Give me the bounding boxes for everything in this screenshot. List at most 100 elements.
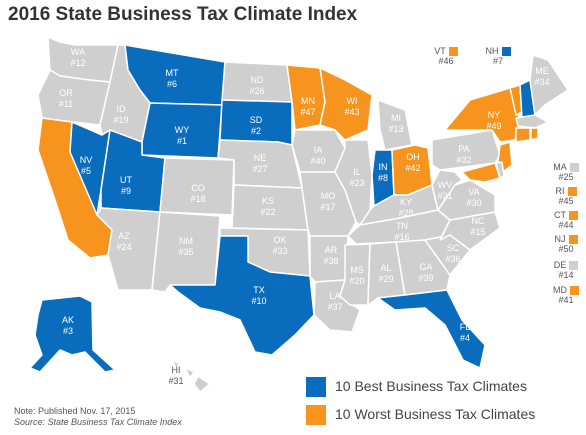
label-rank-ME: #34 xyxy=(534,77,549,87)
label-rank-WA: #12 xyxy=(70,58,85,68)
label-rank-OH: #42 xyxy=(405,163,420,173)
callout-swatch-MA xyxy=(569,163,579,173)
callout-RI: RI #45 xyxy=(548,186,584,206)
label-rank-NM: #35 xyxy=(178,247,193,257)
state-MI[interactable] xyxy=(377,99,413,151)
callout-rank-MA: #25 xyxy=(558,172,574,183)
label-rank-UT: #9 xyxy=(121,186,131,196)
label-rank-GA: #39 xyxy=(418,273,433,283)
label-rank-MS: #20 xyxy=(349,276,364,286)
label-abbr-NC: NC xyxy=(472,216,485,226)
label-abbr-KY: KY xyxy=(400,197,412,207)
label-rank-VA: #30 xyxy=(466,198,481,208)
label-rank-NC: #15 xyxy=(470,227,485,237)
state-FL[interactable] xyxy=(377,289,486,369)
label-rank-HI: #31 xyxy=(168,376,183,386)
legend-best-label: 10 Best Business Tax Climates xyxy=(335,378,527,394)
label-rank-KY: #28 xyxy=(398,208,413,218)
callout-MA: MA #25 xyxy=(548,162,584,182)
state-HI-2[interactable] xyxy=(184,367,195,379)
label-abbr-MT: MT xyxy=(166,68,179,78)
state-DE[interactable] xyxy=(495,161,505,179)
callout-swatch-NH xyxy=(501,47,511,57)
label-rank-MI: #13 xyxy=(388,124,403,134)
state-CT[interactable] xyxy=(515,127,531,143)
label-abbr-NM: NM xyxy=(179,236,193,246)
callout-rank-DE: #14 xyxy=(558,270,574,281)
callout-rank-MD: #41 xyxy=(558,295,574,306)
callout-swatch-MD xyxy=(570,286,579,296)
callout-abbr-CT: CT xyxy=(554,210,566,220)
label-rank-IA: #40 xyxy=(310,156,325,166)
state-RI[interactable] xyxy=(530,127,539,141)
label-rank-WV: #21 xyxy=(437,191,452,201)
label-rank-AR: #38 xyxy=(323,256,338,266)
label-abbr-IA: IA xyxy=(314,145,323,155)
label-rank-TX: #10 xyxy=(251,296,266,306)
label-abbr-IL: IL xyxy=(353,167,361,177)
legend-worst-swatch xyxy=(306,405,326,425)
label-rank-MT: #6 xyxy=(167,79,177,89)
label-abbr-ID: ID xyxy=(117,104,127,114)
label-abbr-VA: VA xyxy=(468,187,479,197)
label-abbr-OK: OK xyxy=(273,235,286,245)
label-rank-SC: #36 xyxy=(445,254,460,264)
label-rank-ID: #19 xyxy=(113,115,128,125)
callout-swatch-VT xyxy=(448,47,458,57)
legend-worst-label: 10 Worst Business Tax Climates xyxy=(335,406,536,422)
state-MA[interactable] xyxy=(515,114,549,129)
source-note: Note: Published Nov. 17, 2015 Source: St… xyxy=(14,406,182,428)
label-abbr-CA: CA xyxy=(37,181,50,191)
label-rank-SD: #2 xyxy=(251,126,261,136)
label-abbr-MI: MI xyxy=(391,113,401,123)
label-rank-PA: #32 xyxy=(456,155,471,165)
callout-abbr-NJ: NJ xyxy=(554,234,566,244)
label-abbr-OH: OH xyxy=(406,152,420,162)
label-abbr-WA: WA xyxy=(71,47,85,57)
callout-rank-VT: #46 xyxy=(438,56,454,67)
callout-abbr-VT: VT xyxy=(434,46,446,56)
note-source: Source: State Business Tax Climate Index xyxy=(14,417,182,427)
label-abbr-ND: ND xyxy=(251,75,264,85)
label-abbr-OR: OR xyxy=(59,88,73,98)
callout-abbr-NH: NH xyxy=(485,46,499,56)
callout-rank-NH: #7 xyxy=(492,56,503,67)
label-rank-OK: #33 xyxy=(272,246,287,256)
state-MD[interactable] xyxy=(461,162,501,183)
state-TX[interactable] xyxy=(169,235,315,356)
state-AK[interactable] xyxy=(29,295,116,373)
label-abbr-TX: TX xyxy=(253,285,265,295)
legend-best-swatch xyxy=(306,377,326,397)
label-abbr-AZ: AZ xyxy=(118,231,130,241)
callout-NJ: NJ #50 xyxy=(548,234,584,254)
label-abbr-CO: CO xyxy=(191,183,205,193)
label-rank-AL: #29 xyxy=(378,274,393,284)
state-WY[interactable] xyxy=(141,102,223,159)
label-rank-OR: #11 xyxy=(59,99,73,109)
label-rank-AK: #3 xyxy=(63,326,73,336)
label-rank-WI: #43 xyxy=(344,107,359,117)
note-published: Note: Published Nov. 17, 2015 xyxy=(14,406,136,416)
label-rank-WY: #1 xyxy=(177,136,187,146)
label-abbr-SC: SC xyxy=(447,243,460,253)
label-abbr-WI: WI xyxy=(347,96,358,106)
state-IL[interactable] xyxy=(334,139,373,226)
label-abbr-PA: PA xyxy=(458,144,469,154)
callout-rank-CT: #44 xyxy=(558,220,574,231)
label-rank-CA: #48 xyxy=(35,192,50,202)
state-HI[interactable] xyxy=(171,359,181,369)
label-abbr-MN: MN xyxy=(301,96,315,106)
state-HI-3[interactable] xyxy=(193,375,211,393)
callout-swatch-NJ xyxy=(568,235,578,245)
callout-abbr-RI: RI xyxy=(555,186,565,196)
state-GA[interactable] xyxy=(395,239,451,296)
callout-swatch-CT xyxy=(569,211,578,221)
label-rank-ND: #26 xyxy=(249,86,264,96)
label-abbr-GA: GA xyxy=(419,262,432,272)
label-abbr-MS: MS xyxy=(350,265,364,275)
callout-abbr-DE: DE xyxy=(553,260,567,270)
callout-abbr-MD: MD xyxy=(553,285,567,295)
label-rank-NE: #27 xyxy=(252,164,267,174)
label-abbr-NY: NY xyxy=(488,110,501,120)
